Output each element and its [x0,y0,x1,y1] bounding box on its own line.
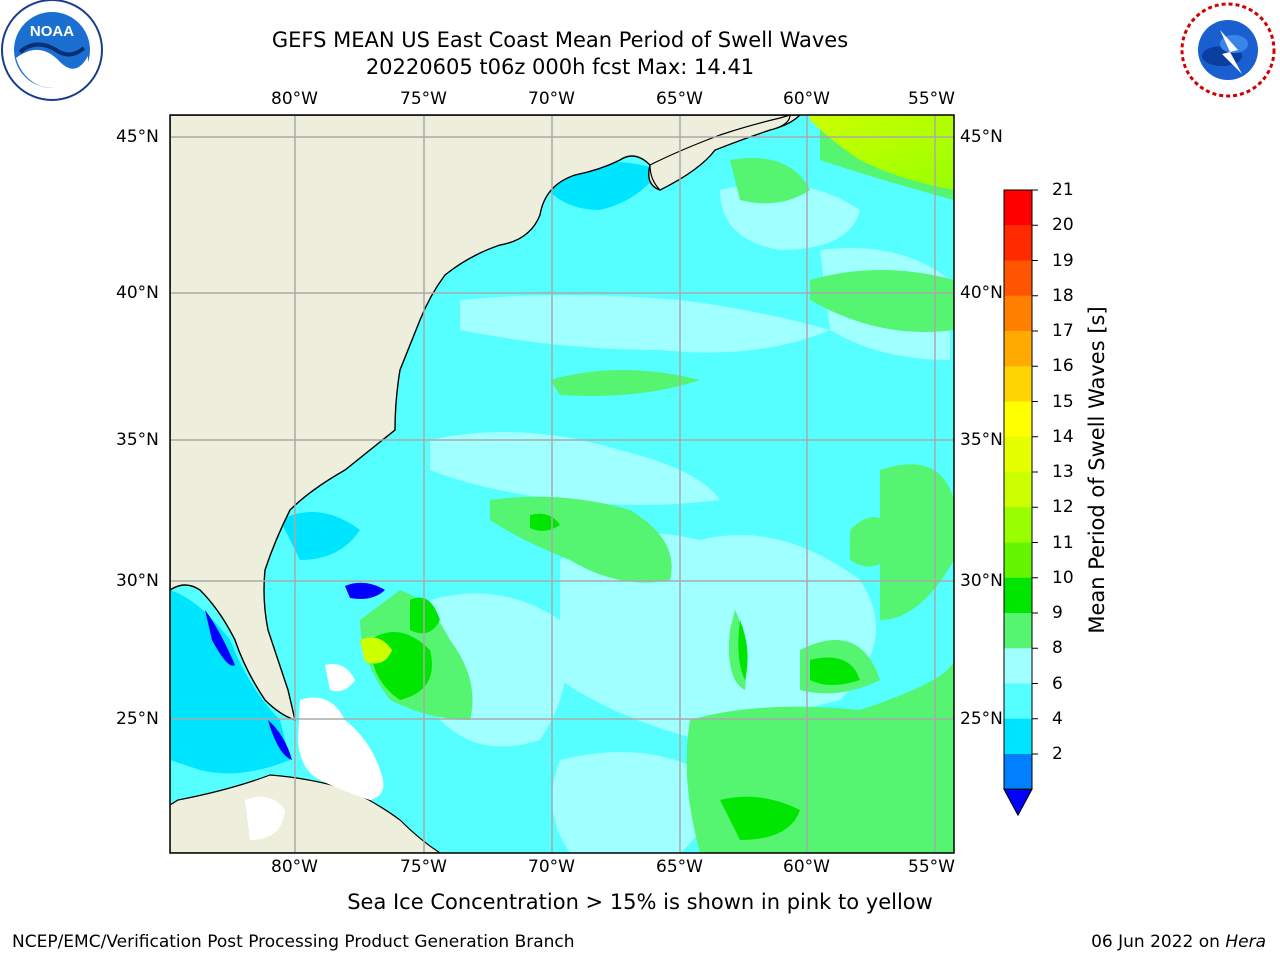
lat-label-right: 40°N [960,283,1003,303]
colorbar-tick-label: 12 [1052,497,1074,518]
sea-ice-note: Sea Ice Concentration > 15% is shown in … [347,890,933,914]
colorbar-segment [1004,190,1032,226]
run-host: Hera [1225,932,1266,952]
colorbar-segment [1004,683,1032,720]
colorbar-segment [1004,718,1032,755]
lon-label-top: 70°W [528,89,575,109]
credit-text: NCEP/EMC/Verification Post Processing Pr… [12,932,575,952]
lat-label-left: 40°N [116,283,159,303]
lon-label-bottom: 55°W [908,857,955,877]
colorbar-frame [1003,189,1033,790]
colorbar [1003,189,1038,817]
swell-12-13s-region [810,115,954,190]
colorbar-tick-label: 6 [1052,673,1063,694]
colorbar-tick-label: 10 [1052,567,1074,588]
colorbar-tick-label: 20 [1052,215,1074,236]
colorbar-segment [1004,613,1032,649]
run-date: 06 Jun 2022 on Hera [1091,932,1266,952]
colorbar-segment [1004,472,1032,508]
colorbar-segment [1004,754,1032,790]
lon-label-top: 60°W [783,89,830,109]
colorbar-under-arrow [1003,788,1033,817]
no-data-regions [245,664,384,840]
colorbar-tick-label: 17 [1052,321,1074,341]
colorbar-segment [1004,542,1032,579]
lat-label-left: 35°N [116,430,159,450]
nws-logo [1180,2,1276,98]
colorbar-tick-label: 15 [1052,391,1074,412]
lon-label-bottom: 70°W [528,857,575,877]
lon-label-top: 65°W [656,89,703,109]
colorbar-segment [1004,648,1032,684]
colorbar-segment [1004,436,1032,473]
colorbar-tick-label: 18 [1052,285,1074,306]
swell-4-6s-regions [170,162,660,774]
colorbar-tick-label: 11 [1052,532,1074,553]
colorbar-segment [1004,401,1032,438]
lon-label-top: 75°W [400,89,447,109]
chart-subtitle: 20220605 t06z 000h fcst Max: 14.41 [365,55,755,79]
lat-label-right: 25°N [960,709,1003,729]
colorbar-tick-label: 8 [1052,638,1063,659]
colorbar-tick-label: 4 [1052,708,1063,729]
colorbar-tick-label: 19 [1052,250,1074,271]
colorbar-segment [1004,225,1032,261]
colorbar-tick-label: 9 [1052,603,1063,623]
chart-title: GEFS MEAN US East Coast Mean Period of S… [271,28,849,52]
lon-label-bottom: 75°W [400,857,447,877]
lon-label-top: 55°W [908,89,955,109]
land-north-america [170,115,801,722]
svg-text:NOAA: NOAA [30,23,74,40]
graticule [170,115,954,853]
lat-label-right: 35°N [960,430,1003,450]
colorbar-segment [1004,366,1032,402]
land-nova-scotia [649,115,791,191]
lat-label-right: 45°N [960,127,1003,147]
lat-label-right: 30°N [960,571,1003,591]
colorbar-segment [1004,295,1032,332]
lat-label-left: 25°N [116,709,159,729]
lon-label-bottom: 80°W [271,857,318,877]
swell-11-12s-region [360,637,392,664]
colorbar-tick-label: 21 [1052,180,1074,200]
colorbar-title: Mean Period of Swell Waves [s] [1085,306,1109,634]
colorbar-tick-label: 16 [1052,356,1074,377]
colorbar-segment [1004,260,1032,297]
colorbar-tick-label: 14 [1052,426,1074,447]
noaa-logo: NOAA [1,0,103,101]
colorbar-tick-label: 13 [1052,462,1074,482]
map-frame [169,114,955,854]
colorbar-tick-label: 2 [1052,744,1063,764]
lat-label-left: 30°N [116,571,159,591]
colorbar-segment [1004,507,1032,543]
lon-label-top: 80°W [271,89,318,109]
lat-label-left: 45°N [116,127,159,147]
lon-label-bottom: 65°W [656,857,703,877]
colorbar-segment [1004,577,1032,614]
colorbar-segment [1004,331,1032,367]
lon-label-bottom: 60°W [783,857,830,877]
run-date-text: 06 Jun 2022 on [1091,932,1220,952]
